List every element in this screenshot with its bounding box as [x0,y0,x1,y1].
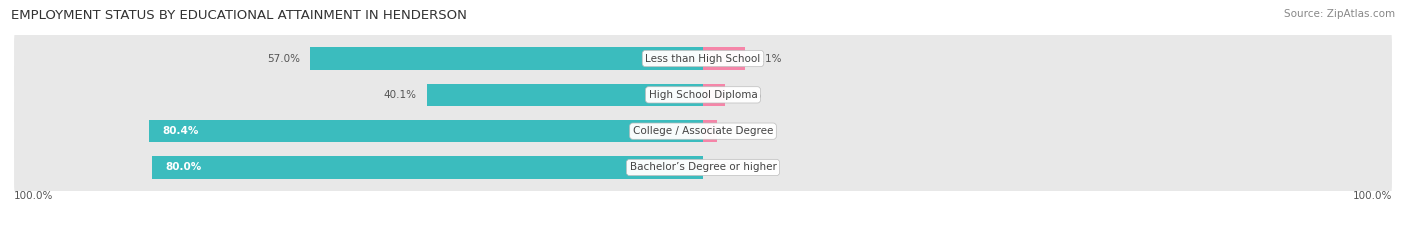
Text: 3.2%: 3.2% [735,90,762,100]
Text: 100.0%: 100.0% [1353,191,1392,201]
Text: 6.1%: 6.1% [755,54,782,64]
FancyBboxPatch shape [14,98,1392,164]
Text: EMPLOYMENT STATUS BY EDUCATIONAL ATTAINMENT IN HENDERSON: EMPLOYMENT STATUS BY EDUCATIONAL ATTAINM… [11,9,467,22]
Text: Bachelor’s Degree or higher: Bachelor’s Degree or higher [630,162,776,172]
Text: 40.1%: 40.1% [384,90,416,100]
Bar [427,84,703,106]
FancyBboxPatch shape [14,62,1392,128]
Text: High School Diploma: High School Diploma [648,90,758,100]
Text: 100.0%: 100.0% [14,191,53,201]
Text: 80.0%: 80.0% [166,162,202,172]
Text: Source: ZipAtlas.com: Source: ZipAtlas.com [1284,9,1395,19]
Bar [703,120,717,142]
Bar [311,47,703,70]
FancyBboxPatch shape [14,134,1392,201]
Bar [703,84,725,106]
Text: 80.4%: 80.4% [163,126,200,136]
Text: College / Associate Degree: College / Associate Degree [633,126,773,136]
Bar [152,156,703,179]
Text: 57.0%: 57.0% [267,54,299,64]
Bar [149,120,703,142]
Text: 2.0%: 2.0% [727,126,754,136]
Text: 0.0%: 0.0% [713,162,740,172]
Bar [703,47,745,70]
Text: Less than High School: Less than High School [645,54,761,64]
FancyBboxPatch shape [14,25,1392,92]
